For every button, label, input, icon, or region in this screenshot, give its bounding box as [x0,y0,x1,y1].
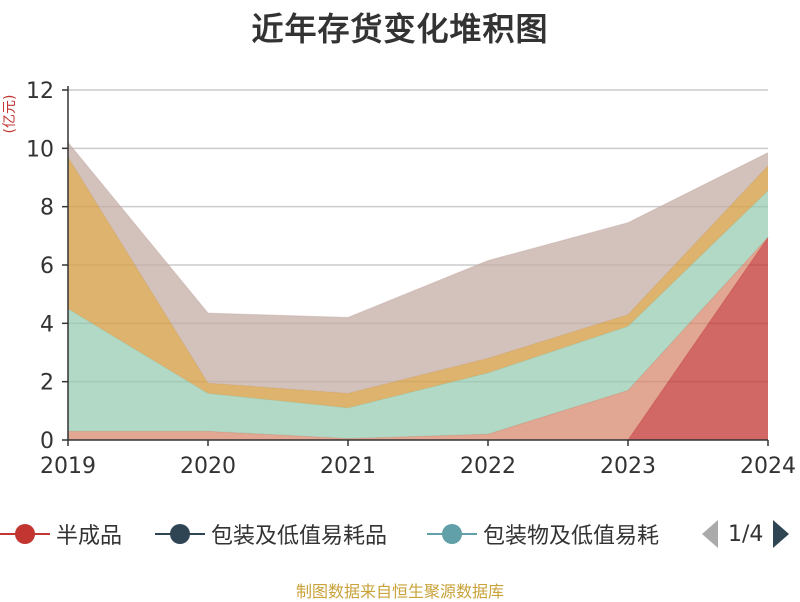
area-series-4 [68,190,768,439]
legend-label: 包装及低值易耗品 [211,524,388,549]
legend-label: 包装物及低值易耗 [483,524,660,549]
prev-page-icon[interactable] [700,518,720,550]
y-tick-label: 12 [26,79,54,104]
legend-marker-icon [0,524,50,544]
area-series [67,142,769,441]
legend-marker-icon [427,524,477,544]
legend: 半成品 包装及低值易耗品 包装物及低值易耗 1/4 [0,514,800,554]
legend-item-half-finished[interactable]: 半成品 [0,514,122,554]
x-tick-label: 2023 [600,454,656,479]
legend-label: 半成品 [56,524,123,549]
y-tick-label: 6 [40,254,54,279]
area-series-0 [68,237,768,440]
legend-page-indicator: 1/4 [728,521,764,547]
axes: 0 2 4 6 8 10 12 2019 2020 2021 2022 2023 2024 [26,79,796,479]
legend-items: 半成品 包装及低值易耗品 包装物及低值易耗 [0,514,686,554]
legend-pager: 1/4 [700,514,791,554]
x-tick-label: 2021 [320,454,376,479]
area-edge-6 [67,142,769,319]
x-tick-label: 2020 [180,454,236,479]
x-tick-label: 2024 [740,454,796,479]
chart-title: 近年存货变化堆积图 [251,10,549,48]
next-page-icon[interactable] [771,518,791,550]
y-tick-label: 10 [26,137,54,162]
legend-marker-icon [155,524,205,544]
data-source-note: 制图数据来自恒生聚源数据库 [295,582,504,601]
y-axis-label: (亿元) [2,95,18,134]
y-tick-label: 0 [40,429,54,454]
legend-item-packaging[interactable]: 包装及低值易耗品 [155,514,387,554]
area-series-6 [68,142,768,394]
x-tick-label: 2022 [460,454,516,479]
y-tick-label: 4 [40,312,54,337]
x-tick-label: 2019 [40,454,96,479]
legend-item-packaging-materials[interactable]: 包装物及低值易耗 [427,514,659,554]
y-tick-label: 8 [40,196,54,221]
y-tick-label: 2 [40,371,54,396]
